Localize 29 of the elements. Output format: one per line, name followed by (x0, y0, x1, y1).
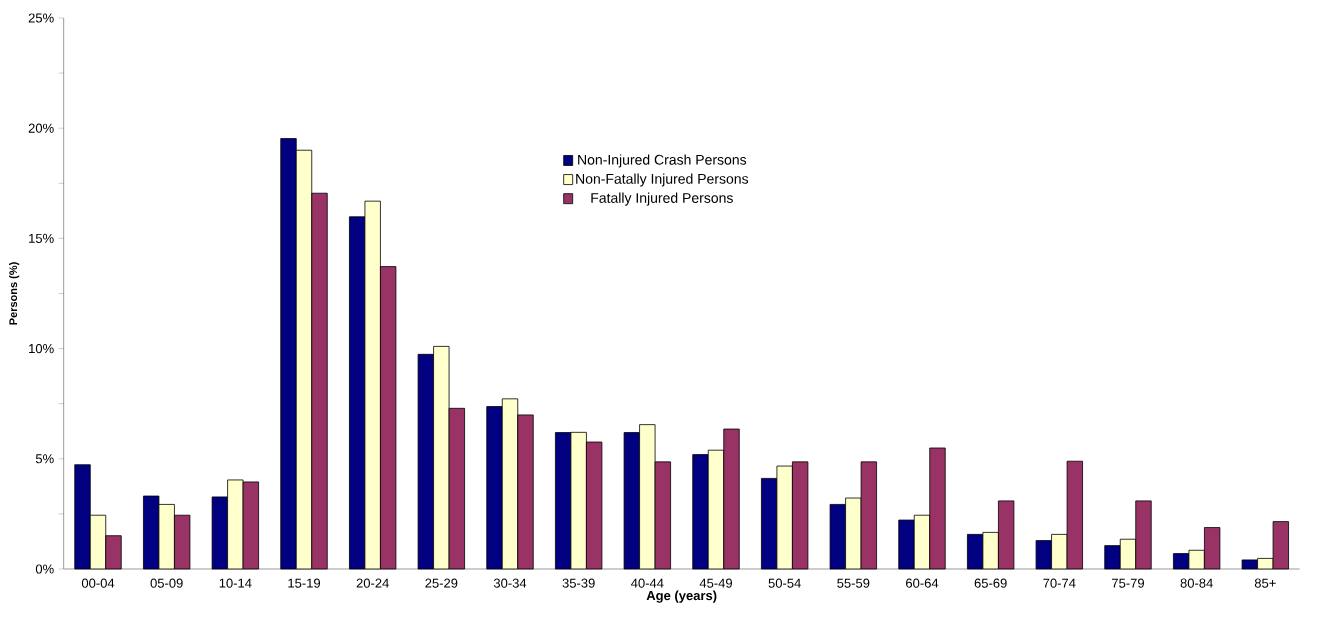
y-tick-label: 25% (28, 13, 54, 23)
y-tick-label: 0% (35, 564, 54, 574)
x-tick-label: 45-49 (699, 578, 733, 588)
x-tick-label: 05-09 (150, 578, 183, 588)
x-tick-label: 00-04 (81, 578, 115, 588)
x-axis-title: Age (years) (646, 590, 717, 603)
x-tick-label: 40-44 (631, 578, 664, 588)
x-tick-label: 25-29 (425, 578, 458, 588)
x-tick-label: 60-64 (906, 578, 939, 588)
x-tick-label: 35-39 (562, 578, 595, 588)
x-tick-label: 70-74 (1043, 578, 1076, 588)
legend-label: Non-Fatally Injured Persons (576, 173, 749, 187)
x-tick-label: 10-14 (219, 578, 252, 588)
x-tick-label: 30-34 (493, 578, 527, 588)
y-tick-label: 5% (35, 454, 54, 464)
x-tick-label: 50-54 (768, 578, 801, 588)
x-tick-label: 75-79 (1112, 578, 1144, 588)
x-tick-label: 85+ (1254, 578, 1276, 588)
x-tick-label: 55-59 (837, 578, 870, 588)
legend-label: Fatally Injured Persons (591, 192, 733, 206)
x-tick-label: 65-69 (974, 578, 1007, 588)
legend-label: Non-Injured Crash Persons (578, 154, 747, 168)
y-tick-label: 10% (29, 343, 54, 354)
x-tick-label: 80-84 (1180, 578, 1213, 588)
y-tick-label: 20% (28, 123, 54, 133)
x-tick-label: 20-24 (356, 578, 389, 588)
y-axis-title: Persons (%) (9, 262, 20, 325)
x-tick-label: 15-19 (288, 578, 321, 588)
y-tick-label: 15% (29, 233, 54, 243)
